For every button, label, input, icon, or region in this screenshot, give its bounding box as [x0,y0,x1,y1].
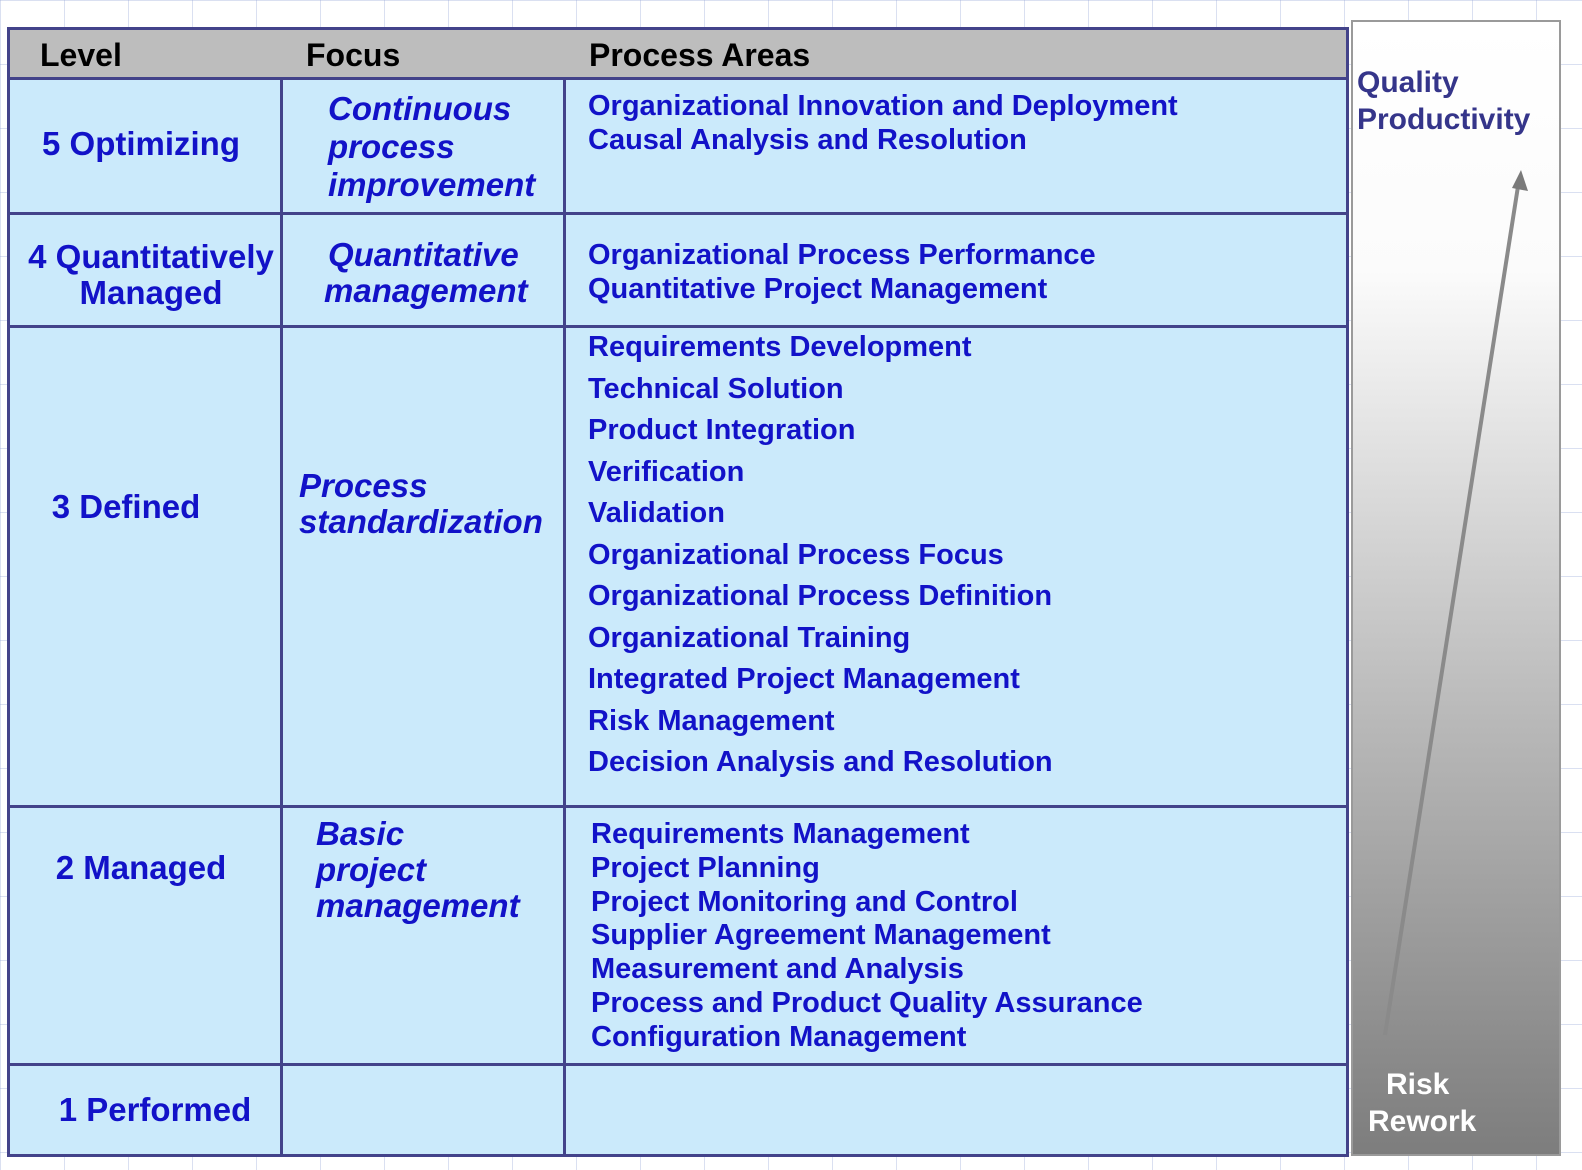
level-3-label: 3 Defined [10,489,242,525]
side-bar-top-labels: Quality Productivity [1357,64,1530,138]
process-area-item: Requirements Development [588,331,972,363]
level-1-line: 1 Performed [58,1091,252,1128]
process-area-item: Organizational Process Definition [588,580,1053,612]
focus-line: process [328,128,455,165]
focus-line: management [324,272,528,309]
focus-level-4: Quantitative management [324,237,528,309]
side-label-rework: Rework [1368,1105,1477,1138]
process-areas-level-4: Organizational Process Performance Quant… [588,238,1096,306]
header-process-areas: Process Areas [589,37,811,73]
level-4-label: 4 Quantitatively Managed [10,239,292,311]
row-divider [10,212,1346,215]
side-label-quality: Quality [1357,66,1459,99]
level-4-line: 4 Quantitatively [28,238,274,275]
process-area-item: Configuration Management [591,1020,967,1053]
level-1-label: 1 Performed [10,1092,300,1128]
process-area-item: Product Integration [588,414,856,446]
process-area-item: Integrated Project Management [588,663,1020,695]
level-3-line: 3 Defined [51,488,201,525]
process-area-item: Risk Management [588,704,835,737]
process-area-item: Organizational Process Focus [588,538,1004,571]
process-areas-level-2: Requirements Management Project Planning… [591,818,1143,1055]
process-area-item: Causal Analysis and Resolution [588,124,1027,156]
focus-line: management [316,887,520,924]
process-area-item: Requirements Management [591,818,970,850]
process-area-item: Supplier Agreement Management [591,919,1051,952]
process-area-item: Organizational Innovation and Deployment [588,90,1178,122]
process-area-item: Quantitative Project Management [588,273,1048,305]
focus-line: Process [299,467,428,504]
focus-line: improvement [328,166,536,203]
focus-line: Basic [316,815,405,852]
level-2-line: 2 Managed [55,849,227,886]
cmmi-levels-table: Level Focus Process Areas 5 Optimizing C… [7,27,1349,1157]
process-area-item: Process and Product Quality Assurance [591,986,1143,1019]
focus-level-3: Process standardization [299,468,543,540]
header-level: Level [40,37,122,73]
focus-level-5: Continuous process improvement [328,90,535,204]
row-divider [10,1063,1346,1066]
side-label-productivity: Productivity [1357,103,1531,136]
focus-line: standardization [299,503,543,540]
side-bar-bottom-labels: Risk Rework [1368,1066,1476,1140]
process-area-item: Organizational Process Performance [588,239,1096,271]
column-divider [280,80,283,1157]
header-focus: Focus [306,37,401,73]
focus-line: project [316,851,427,888]
level-5-line: 5 Optimizing [42,125,240,162]
process-area-item: Measurement and Analysis [591,953,964,986]
focus-line: Continuous [328,90,512,127]
side-label-risk: Risk [1386,1068,1450,1101]
focus-line: Quantitative [328,236,519,273]
process-area-item: Technical Solution [588,372,844,405]
process-area-item: Decision Analysis and Resolution [588,746,1053,778]
process-areas-level-5: Organizational Innovation and Deployment… [588,89,1178,157]
focus-level-2: Basic project management [316,816,520,924]
level-4-line: Managed [79,274,223,311]
level-5-label: 5 Optimizing [10,126,272,162]
process-areas-level-3: Requirements Development Technical Solut… [588,327,1053,784]
process-area-item: Organizational Training [588,621,911,654]
row-divider [10,325,1346,328]
up-arrow-icon [1383,170,1528,1036]
process-area-item: Project Monitoring and Control [591,885,1018,918]
process-area-item: Verification [588,455,745,488]
table-header: Level Focus Process Areas [10,30,1346,80]
process-area-item: Validation [588,497,725,529]
process-area-item: Project Planning [591,851,820,884]
level-2-label: 2 Managed [10,850,272,886]
column-divider [563,80,566,1157]
row-divider [10,805,1346,808]
